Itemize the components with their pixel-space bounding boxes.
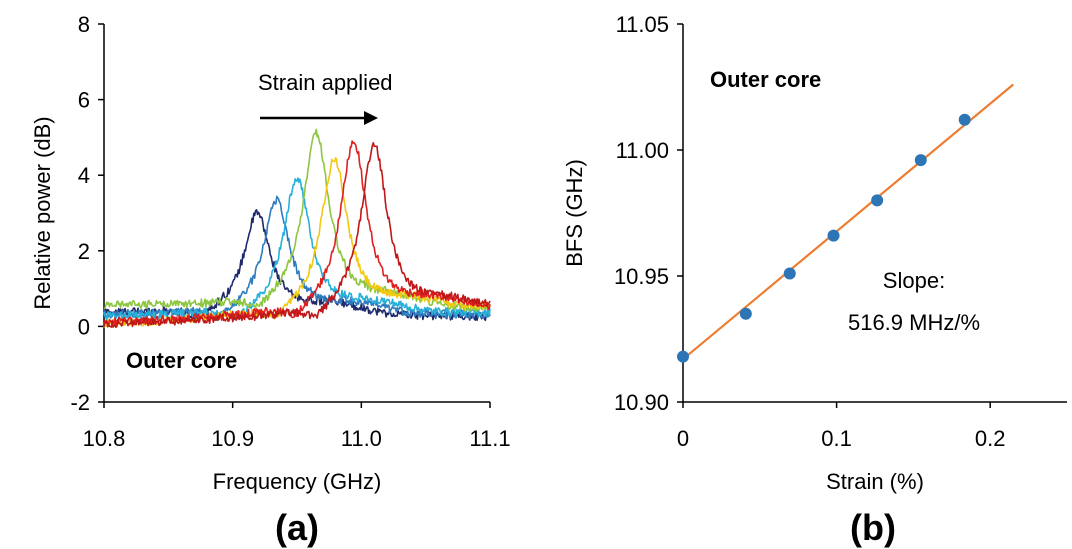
panel-a-y-tick-label: 6 — [78, 88, 90, 113]
panel-b-x-label: Strain (%) — [826, 469, 924, 494]
panel-b-data-point — [871, 194, 884, 207]
panel-b-slope-label: Slope: — [883, 268, 945, 293]
panel-b-data-point — [914, 154, 927, 167]
panel-a-y-tick-label: -2 — [70, 390, 90, 415]
panel-a-strain-arrow — [260, 111, 378, 125]
panel-a-x-tick-label: 10.9 — [211, 426, 254, 451]
panel-b-y-label: BFS (GHz) — [562, 159, 587, 267]
panel-a-y-label: Relative power (dB) — [30, 116, 55, 309]
panel-a-x-tick-label: 10.8 — [83, 426, 126, 451]
panel-a-y-ticks: -2 0 2 4 6 8 — [70, 12, 104, 415]
panel-b-data-point — [739, 307, 752, 320]
panel-a-x-ticks: 10.8 10.9 11.0 11.1 — [83, 402, 511, 451]
panel-a-y-tick-label: 4 — [78, 163, 90, 188]
panel-b-fit-line — [682, 83, 1014, 361]
panel-a-y-tick-label: 0 — [78, 314, 90, 339]
panel-b-x-tick-label: 0.1 — [821, 426, 852, 451]
panel-a-series-group — [103, 128, 491, 329]
panel-b-points-group — [677, 113, 971, 363]
panel-a-x-label: Frequency (GHz) — [213, 469, 382, 494]
panel-b-y-ticks: 10.90 10.95 11.00 11.05 — [614, 12, 683, 415]
panel-b-fit-group — [682, 83, 1014, 361]
panel-b-slope-value: 516.9 MHz/% — [848, 310, 980, 335]
panel-a-x-tick-label: 11.1 — [469, 426, 510, 451]
panel-b-y-tick-label: 11.05 — [616, 12, 669, 37]
panel-a-arrow-label: Strain applied — [258, 70, 393, 95]
panel-a-y-tick-label: 2 — [78, 239, 90, 264]
panel-a-label: (a) — [275, 507, 319, 548]
panel-a-spectrum-line — [103, 128, 491, 313]
panel-b-y-tick-label: 11.00 — [616, 138, 669, 163]
panel-a-spectrum-line — [103, 142, 491, 329]
panel-b-y-tick-label: 10.90 — [614, 390, 669, 415]
panel-a-corner-label: Outer core — [126, 348, 237, 373]
panel-a-x-tick-label: 11.0 — [341, 426, 382, 451]
panel-b-x-tick-label: 0.2 — [975, 426, 1006, 451]
panel-b-data-point — [958, 113, 971, 126]
panel-b-label: (b) — [850, 507, 896, 548]
panel-b-corner-label: Outer core — [710, 67, 821, 92]
panel-b-data-point — [783, 267, 796, 280]
panel-a-y-tick-label: 8 — [78, 12, 90, 37]
panel-b-data-point — [827, 229, 840, 242]
panel-b-data-point — [677, 350, 689, 363]
panel-b-x-ticks: 0 0.1 0.2 — [677, 402, 1006, 451]
panel-b-y-tick-label: 10.95 — [614, 264, 669, 289]
panel-b-x-tick-label: 0 — [677, 426, 689, 451]
